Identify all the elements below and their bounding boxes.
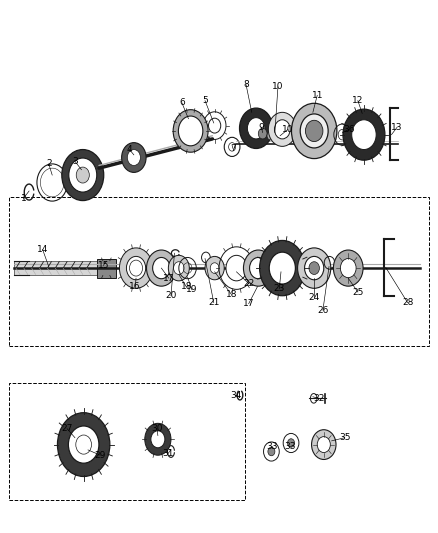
Text: 22: 22	[243, 279, 254, 288]
Circle shape	[130, 260, 143, 276]
Circle shape	[147, 250, 176, 286]
Circle shape	[317, 437, 330, 453]
Circle shape	[305, 120, 323, 142]
Circle shape	[267, 132, 274, 140]
Circle shape	[120, 248, 152, 288]
Text: 17: 17	[243, 299, 254, 308]
Circle shape	[226, 255, 247, 281]
Text: 19: 19	[186, 285, 198, 294]
FancyBboxPatch shape	[97, 259, 116, 278]
Text: 10: 10	[272, 82, 284, 91]
Text: 12: 12	[352, 96, 364, 105]
Circle shape	[168, 255, 189, 281]
Text: 17: 17	[163, 273, 174, 282]
Text: 33: 33	[266, 442, 278, 451]
Circle shape	[127, 150, 141, 165]
Circle shape	[145, 423, 171, 455]
Circle shape	[269, 252, 295, 284]
Circle shape	[62, 150, 104, 200]
Text: 4: 4	[127, 145, 132, 154]
Text: 30: 30	[151, 424, 163, 433]
Text: 2: 2	[46, 159, 52, 168]
Circle shape	[68, 426, 99, 463]
Text: 7: 7	[230, 144, 236, 153]
Circle shape	[352, 120, 376, 150]
Text: 15: 15	[98, 261, 109, 270]
Circle shape	[297, 248, 331, 288]
Circle shape	[178, 116, 203, 146]
Text: 18: 18	[180, 282, 192, 291]
Circle shape	[247, 118, 265, 139]
Text: 24: 24	[308, 293, 320, 302]
Text: 16: 16	[129, 282, 141, 291]
Circle shape	[291, 103, 337, 159]
Circle shape	[210, 263, 219, 273]
Circle shape	[57, 413, 110, 477]
Text: 25: 25	[352, 287, 364, 296]
Circle shape	[205, 256, 224, 280]
Circle shape	[240, 108, 273, 149]
Circle shape	[343, 109, 385, 160]
Circle shape	[127, 256, 146, 280]
Circle shape	[122, 143, 146, 172]
Circle shape	[268, 447, 275, 456]
Text: 33: 33	[284, 442, 296, 451]
Circle shape	[173, 110, 208, 152]
Text: 35: 35	[339, 433, 350, 442]
Circle shape	[340, 259, 356, 278]
Text: 1: 1	[21, 194, 26, 203]
Text: 13: 13	[392, 123, 403, 132]
Circle shape	[258, 128, 267, 139]
Text: 29: 29	[95, 451, 106, 460]
Circle shape	[268, 112, 296, 147]
Circle shape	[333, 250, 363, 286]
Circle shape	[275, 120, 290, 139]
Circle shape	[288, 439, 294, 447]
Text: 21: 21	[208, 298, 219, 307]
Text: 32: 32	[313, 394, 324, 403]
Text: 11: 11	[311, 91, 323, 100]
Text: 27: 27	[61, 424, 73, 433]
Text: 8: 8	[243, 80, 249, 89]
Circle shape	[40, 168, 64, 197]
Text: 36: 36	[343, 125, 355, 134]
Circle shape	[76, 435, 92, 454]
Circle shape	[260, 240, 305, 296]
Text: 26: 26	[317, 305, 328, 314]
Text: 10: 10	[282, 125, 294, 134]
Circle shape	[311, 430, 336, 459]
Circle shape	[208, 118, 221, 133]
FancyBboxPatch shape	[14, 261, 97, 275]
Text: 5: 5	[202, 96, 208, 105]
Circle shape	[151, 431, 165, 448]
Circle shape	[309, 262, 319, 274]
Circle shape	[69, 158, 97, 192]
Circle shape	[276, 134, 283, 142]
Circle shape	[250, 257, 267, 279]
Text: 18: 18	[226, 289, 237, 298]
Text: 20: 20	[165, 291, 177, 300]
Text: 34: 34	[230, 391, 241, 400]
Circle shape	[244, 250, 273, 286]
Text: 14: 14	[37, 245, 48, 254]
Circle shape	[304, 256, 324, 280]
Circle shape	[76, 167, 89, 183]
Circle shape	[300, 114, 328, 148]
Text: 9: 9	[258, 123, 264, 132]
Circle shape	[173, 262, 184, 274]
Text: 6: 6	[179, 98, 185, 107]
Circle shape	[152, 257, 170, 279]
Text: 23: 23	[274, 284, 285, 293]
Text: 28: 28	[402, 298, 413, 307]
Text: 3: 3	[72, 157, 78, 166]
Text: 31: 31	[162, 449, 173, 458]
